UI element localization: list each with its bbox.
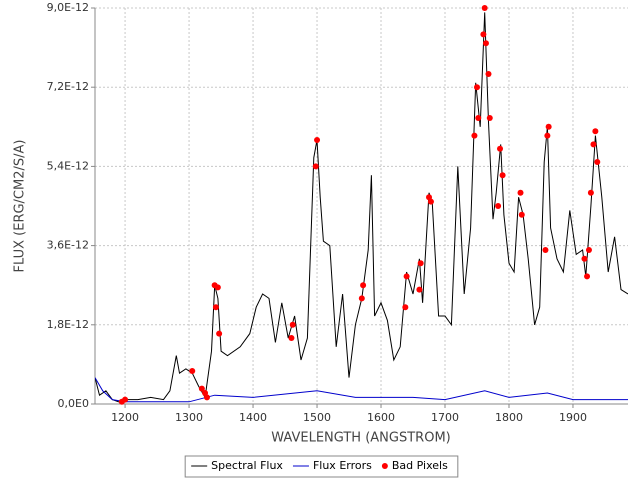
x-tick-label: 1700: [431, 411, 459, 424]
bad-pixel: [581, 255, 588, 262]
bad-pixel: [288, 335, 295, 341]
bad-pixel: [360, 282, 367, 289]
bad-pixel: [545, 123, 552, 130]
bad-pixel: [584, 273, 591, 280]
bad-pixel: [289, 321, 296, 328]
x-tick-label: 1800: [495, 411, 523, 424]
legend-item: Bad Pixels: [381, 459, 448, 472]
x-tick-label: 1600: [367, 411, 395, 424]
bad-pixel: [475, 115, 482, 121]
y-tick-label: 5,4E-12: [47, 159, 89, 172]
x-tick-label: 1400: [239, 411, 267, 424]
bad-pixel: [189, 368, 196, 374]
bad-pixel: [312, 163, 319, 170]
legend-box: [184, 455, 459, 478]
x-tick-label: 1300: [175, 411, 203, 424]
y-tick-label: 7,2E-12: [47, 80, 89, 93]
bad-pixel: [485, 71, 492, 77]
bad-pixel: [358, 295, 365, 302]
bad-pixel: [198, 385, 205, 392]
bad-pixel: [585, 247, 592, 253]
legend-item: Spectral Flux: [191, 459, 283, 472]
legend-text: Spectral Flux: [211, 459, 283, 472]
bad-pixel: [402, 304, 409, 311]
bad-pixel: [480, 31, 487, 38]
bad-pixel: [216, 330, 223, 337]
y-tick-label: 1,8E-12: [47, 318, 89, 331]
bad-pixel: [594, 159, 601, 165]
bad-pixel: [416, 286, 423, 293]
x-axis-title: WAVELENGTH (ANGSTROM): [271, 431, 450, 446]
bad-pixel: [481, 5, 488, 11]
bad-pixel: [122, 396, 129, 403]
x-tick-label: 1200: [111, 411, 139, 424]
bad-pixel: [203, 394, 210, 401]
bad-pixel: [473, 84, 480, 91]
bad-pixel: [518, 211, 525, 218]
bad-pixel: [499, 172, 506, 179]
bad-pixel: [471, 132, 478, 139]
legend-text: Flux Errors: [313, 459, 372, 472]
bad-pixel: [497, 145, 504, 152]
y-tick-label: 0,0E0: [58, 397, 89, 410]
x-tick-label: 1500: [303, 411, 331, 424]
x-tick-label: 1900: [559, 411, 587, 424]
bad-pixel: [403, 273, 410, 280]
bad-pixel: [517, 189, 524, 196]
bad-pixel: [495, 203, 502, 209]
legend-symbol: [381, 463, 388, 469]
bad-pixel: [486, 115, 493, 121]
y-axis-title: FLUX (ERG/CM2/S/A): [13, 140, 28, 273]
y-tick-label: 9,0E-12: [47, 1, 89, 14]
y-tick-label: 3,6E-12: [47, 239, 89, 252]
bad-pixel: [592, 128, 599, 135]
bad-pixel: [587, 189, 594, 196]
bad-pixel: [427, 198, 434, 205]
bad-pixel: [314, 137, 321, 143]
bad-pixel: [417, 260, 424, 267]
bad-pixel: [482, 40, 489, 47]
legend-text: Bad Pixels: [392, 459, 448, 472]
series-line: [95, 12, 628, 403]
bad-pixel: [590, 141, 597, 148]
bad-pixel: [212, 304, 219, 311]
bad-pixel: [214, 284, 221, 291]
bad-pixel: [542, 247, 549, 253]
bad-pixel: [544, 132, 551, 139]
legend-item: Flux Errors: [292, 459, 372, 472]
series-line: [95, 377, 628, 403]
